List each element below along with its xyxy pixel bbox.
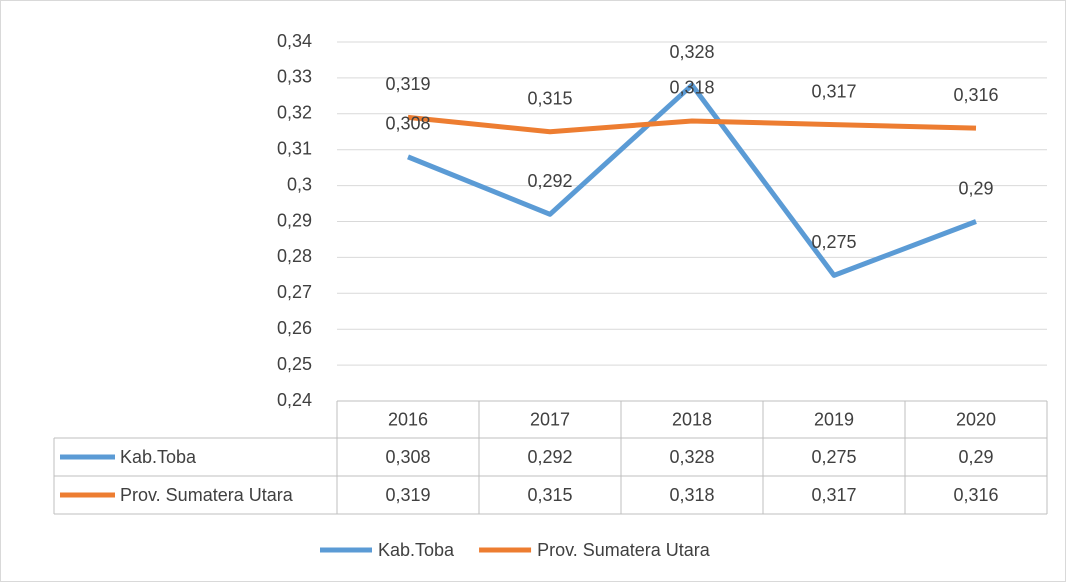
series-line [407, 114, 977, 135]
table-row-label: Prov. Sumatera Utara [120, 485, 294, 505]
y-tick-label: 0,25 [277, 354, 312, 374]
y-tick-label: 0,32 [277, 103, 312, 123]
legend-label: Prov. Sumatera Utara [537, 540, 711, 560]
y-tick-label: 0,28 [277, 246, 312, 266]
table-cell: 0,316 [953, 485, 998, 505]
table-cell: 0,318 [669, 485, 714, 505]
data-label: 0,292 [527, 171, 572, 191]
y-tick-label: 0,3 [287, 174, 312, 194]
table-row-label: Kab.Toba [120, 447, 197, 467]
series-line [407, 82, 977, 278]
table-cell: 0,308 [385, 447, 430, 467]
x-tick-label: 2019 [814, 409, 854, 429]
legend-label: Kab.Toba [378, 540, 455, 560]
data-label: 0,315 [527, 89, 572, 109]
x-tick-label: 2016 [388, 409, 428, 429]
data-label: 0,316 [953, 85, 998, 105]
y-tick-label: 0,33 [277, 67, 312, 87]
data-label: 0,318 [669, 78, 714, 98]
table-cell: 0,292 [527, 447, 572, 467]
y-tick-label: 0,24 [277, 390, 312, 410]
x-tick-label: 2018 [672, 409, 712, 429]
table-cell: 0,315 [527, 485, 572, 505]
data-label: 0,319 [385, 74, 430, 94]
y-tick-label: 0,34 [277, 31, 312, 51]
x-tick-label: 2017 [530, 409, 570, 429]
y-tick-label: 0,29 [277, 210, 312, 230]
table-cell: 0,275 [811, 447, 856, 467]
data-label: 0,328 [669, 42, 714, 62]
table-cell: 0,328 [669, 447, 714, 467]
table-cell: 0,319 [385, 485, 430, 505]
data-label: 0,275 [811, 232, 856, 252]
x-tick-label: 2020 [956, 409, 996, 429]
y-tick-label: 0,31 [277, 138, 312, 158]
table-cell: 0,29 [958, 447, 993, 467]
y-tick-label: 0,26 [277, 318, 312, 338]
table-cell: 0,317 [811, 485, 856, 505]
data-label: 0,29 [958, 178, 993, 198]
y-tick-label: 0,27 [277, 282, 312, 302]
data-label: 0,308 [385, 114, 430, 134]
data-label: 0,317 [811, 81, 856, 101]
